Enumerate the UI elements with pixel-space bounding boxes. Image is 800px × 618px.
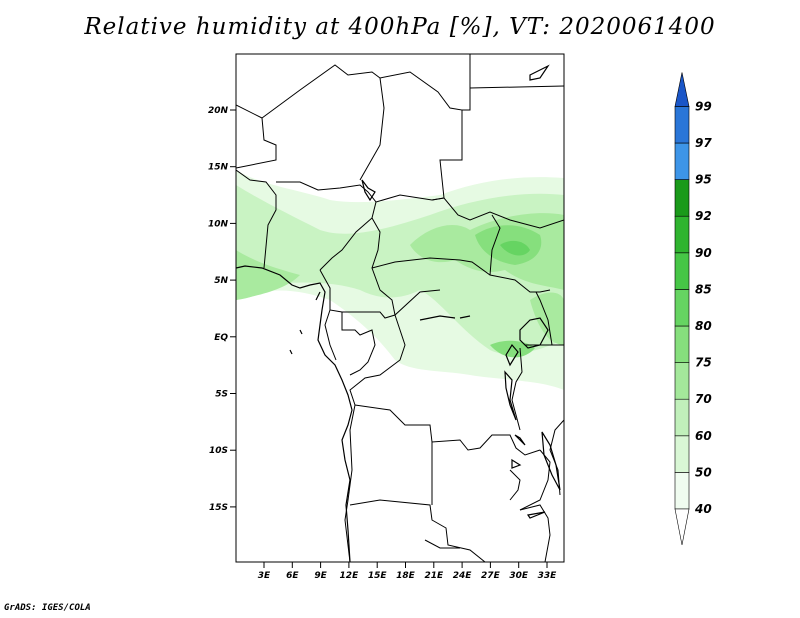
colorbar-bottom-arrow xyxy=(674,508,690,546)
lon-axis: 3E 6E 9E 12E 15E 18E 21E 24E 27E 30E 33E xyxy=(258,562,557,581)
lon-label: 12E xyxy=(340,571,360,581)
colorbar-label: 50 xyxy=(695,465,712,479)
lat-axis: 20N 15N 10N 5N EQ 5S 10S 15S xyxy=(208,106,236,513)
colorbar-top-arrow xyxy=(674,72,690,107)
colorbar-segment xyxy=(674,398,690,437)
lat-label: 10N xyxy=(208,219,229,229)
lon-label: 15E xyxy=(368,571,388,581)
lon-label: 9E xyxy=(314,571,327,581)
lon-label: 24E xyxy=(453,571,473,581)
colorbar-segment xyxy=(674,106,690,144)
lon-label: 6E xyxy=(286,571,299,581)
humidity-field xyxy=(236,170,564,390)
colorbar-label: 70 xyxy=(695,392,712,406)
lat-label: 5N xyxy=(214,276,228,286)
lon-label: 33E xyxy=(538,571,558,581)
colorbar: 40 50 60 70 75 80 85 90 92 95 97 99 xyxy=(674,72,712,546)
chart-title: Relative humidity at 400hPa [%], VT: 202… xyxy=(84,14,716,40)
colorbar-label: 90 xyxy=(695,246,712,260)
colorbar-segment xyxy=(674,252,690,290)
lat-label: 5S xyxy=(215,390,228,400)
colorbar-segment xyxy=(674,325,690,363)
lon-label: 30E xyxy=(509,571,529,581)
lat-label: 15N xyxy=(208,163,229,173)
lon-label: 21E xyxy=(424,571,444,581)
rh-80-region xyxy=(500,240,530,256)
colorbar-segment xyxy=(674,179,690,217)
rh-75-region-south xyxy=(490,340,535,358)
colorbar-label: 99 xyxy=(695,99,712,113)
lat-label: EQ xyxy=(214,333,228,343)
colorbar-label: 80 xyxy=(695,319,712,333)
lat-label: 20N xyxy=(208,106,229,116)
colorbar-segment xyxy=(674,142,690,180)
lat-label: 10S xyxy=(209,446,228,456)
colorbar-label: 40 xyxy=(694,502,712,516)
colorbar-label: 95 xyxy=(695,173,712,187)
lon-label: 18E xyxy=(396,571,416,581)
colorbar-label: 92 xyxy=(695,209,712,223)
credit-text: GrADS: IGES/COLA xyxy=(4,603,91,613)
map-frame xyxy=(235,53,565,563)
colorbar-segment xyxy=(674,472,690,510)
lon-label: 27E xyxy=(481,571,501,581)
lat-label: 15S xyxy=(209,503,228,513)
colorbar-label: 85 xyxy=(695,282,712,296)
colorbar-segment xyxy=(674,289,690,327)
colorbar-label: 75 xyxy=(695,356,712,370)
colorbar-segment xyxy=(674,435,690,473)
colorbar-segment xyxy=(674,362,690,400)
rh-60-region-sw xyxy=(236,267,278,300)
colorbar-segment xyxy=(674,215,690,254)
coastline xyxy=(236,64,561,562)
colorbar-label: 97 xyxy=(695,136,712,150)
colorbar-label: 60 xyxy=(695,429,712,443)
lon-label: 3E xyxy=(258,571,271,581)
